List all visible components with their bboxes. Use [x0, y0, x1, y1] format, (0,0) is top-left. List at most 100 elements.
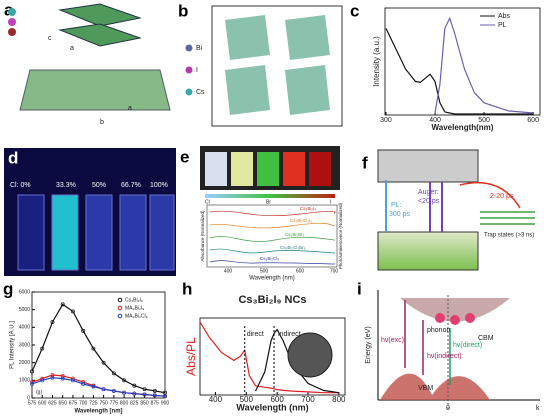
annotation: indirect [278, 331, 301, 338]
x-axis-label: Wavelength (nm) [236, 402, 308, 412]
panel-a: a c a b a [4, 0, 171, 126]
sample-label: 50% [92, 182, 106, 189]
panel-label: i [357, 279, 362, 298]
annotation: PL: [391, 202, 402, 209]
sample-label: 66.7% [121, 182, 141, 189]
legend-label: MA₃Bi₂Cl₉ [125, 313, 148, 319]
annotation: 2-20 ps [490, 193, 514, 200]
gradient-label: Cl [205, 199, 210, 205]
y-tick-label: 1000 [19, 378, 30, 384]
chart-title: Cs₃Bi₂I₉ NCs [238, 294, 306, 306]
panel-i: i Energy (eV) CBM VBM phonon hν(exc) hν(… [357, 279, 540, 412]
sample-label: 33.3% [56, 182, 76, 189]
panel-f: f Auger: <20 ps 2-20 ps PL: 300 ps Trap … [362, 149, 535, 271]
legend-swatch [117, 297, 123, 303]
panel-label: d [8, 148, 18, 167]
legend-label: Cs [196, 89, 205, 96]
y-tick-label: 6000 [19, 289, 30, 295]
x-tick-label: 600 [296, 268, 305, 274]
axis-label: b [100, 119, 104, 126]
curve-label: Cs₃Bi₂Br₉ [285, 232, 305, 237]
annotation: phonon [427, 327, 450, 334]
x-tick-label: 500 [478, 117, 490, 124]
axis-label: c [48, 35, 52, 42]
x-tick-label: 400 [224, 268, 233, 274]
data-point [91, 346, 96, 351]
data-point [122, 378, 127, 383]
plot-frame [31, 291, 166, 399]
legend-swatch [117, 305, 123, 311]
x-tick-label: 775 [110, 400, 119, 406]
panel-label: h [182, 279, 192, 298]
x-tick-label: 850 [140, 400, 149, 406]
panel-e: e Cl Br I Cs₃Bi₂I₉ Cs₃Bi₂Cl₃I₆ Cs₃Bi₂Br₉… [180, 146, 343, 282]
axis-label: a [128, 105, 132, 112]
annotation: (g) [36, 389, 42, 395]
x-tick-label: 400 [209, 395, 223, 404]
data-point [70, 309, 75, 314]
legend-label: MA₃Bi₂I₉ [125, 305, 144, 311]
panel-d: d Cl: 0% 33.3% 50% 66.7% 100% [4, 148, 176, 276]
series-line [31, 303, 166, 394]
series-line [254, 328, 339, 394]
data-point [101, 360, 106, 365]
x-tick-label: 800 [332, 395, 346, 404]
gradient-label: Br [266, 199, 271, 205]
annotation: CBM [478, 335, 494, 342]
x-axis-label: Wavelength(nm) [432, 123, 494, 132]
y-tick-label: 3000 [19, 342, 30, 348]
x-tick-label: 500 [240, 395, 254, 404]
annotation: VBM [418, 385, 433, 392]
series-line [385, 28, 534, 115]
x-axis-label: Wavelength (nm) [249, 276, 294, 282]
x-tick-label: 700 [330, 268, 339, 274]
y-axis-label: Photoluminescence (Normalized) [338, 202, 343, 269]
x-tick-label: 750 [99, 400, 108, 406]
axis-label: a [70, 45, 74, 52]
annotation: 300 ps [389, 211, 411, 218]
x-tick-label: 725 [89, 400, 98, 406]
annotation: Auger: [418, 189, 439, 196]
panel-label: c [350, 1, 359, 20]
legend-label: PL [498, 22, 507, 29]
sample-label: 100% [150, 182, 168, 189]
x-tick-label: 300 [380, 117, 392, 124]
y-axis-label: Intensity (a.u.) [372, 36, 381, 87]
x-tick-label: 675 [69, 400, 78, 406]
x-tick-label: 825 [130, 400, 139, 406]
gradient-label: I [330, 199, 331, 205]
annotation: hν(direct) [453, 342, 482, 349]
y-tick-label: 0 [27, 395, 30, 401]
y-axis-label: Abs/PL [184, 337, 198, 376]
annotation: hν(indirect) [427, 353, 462, 360]
x-tick-label: 400 [429, 117, 441, 124]
panel-b: b Bi I Cs [178, 1, 343, 127]
series-line [434, 16, 534, 114]
annotation: Trap states (>3 ns) [484, 233, 534, 239]
annotation: 0 [446, 405, 450, 412]
panel-label: e [180, 147, 189, 166]
x-tick-label: 575 [28, 400, 37, 406]
y-tick-label: 5000 [19, 307, 30, 313]
data-point [60, 302, 65, 307]
curve-label: Cs₃Bi₂Cl₃I₆ [290, 218, 312, 223]
data-point [111, 371, 116, 376]
y-axis-label: Absorbance (Normalized) [200, 210, 205, 262]
curve-label: Cs₃Bi₂Cl₉ [260, 256, 279, 261]
data-point [30, 369, 34, 374]
legend-swatch [117, 313, 123, 319]
x-tick-label: 800 [120, 400, 129, 406]
x-tick-label: 600 [38, 400, 47, 406]
x-tick-label: 875 [151, 400, 160, 406]
legend-label: Bi [196, 45, 203, 52]
x-tick-label: 900 [161, 400, 170, 406]
x-axis-label: Wavelength [nm] [74, 409, 122, 415]
axis-label: k [536, 405, 540, 412]
series-line [31, 377, 166, 397]
x-tick-label: 625 [48, 400, 57, 406]
panel-label: g [3, 279, 13, 298]
x-tick-label: 600 [270, 395, 284, 404]
panel-label: b [178, 1, 188, 20]
x-tick-label: 500 [260, 268, 269, 274]
